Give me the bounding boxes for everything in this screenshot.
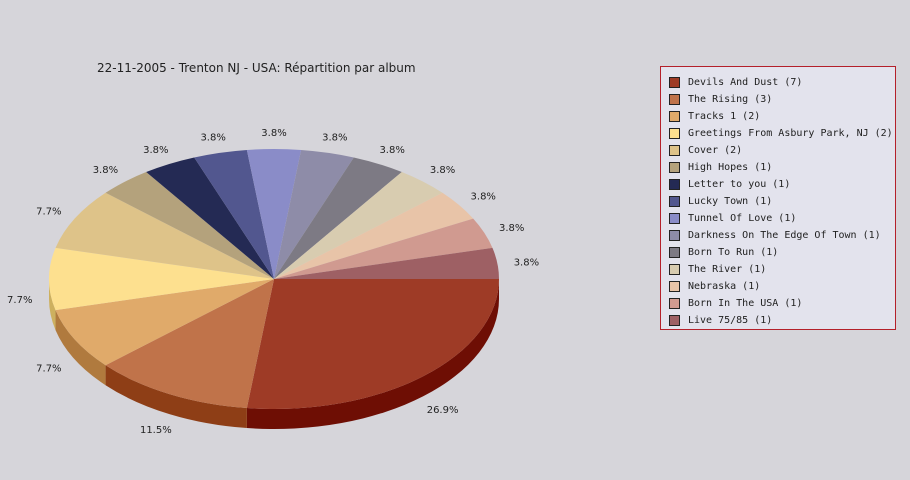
- legend-label: Cover (2): [688, 145, 743, 156]
- legend-item: Darkness On The Edge Of Town (1): [669, 227, 895, 244]
- pie-side-1: [105, 365, 247, 429]
- pie-label-5: 3.8%: [93, 165, 118, 176]
- pie-label-10: 3.8%: [379, 145, 404, 156]
- legend-swatch: [669, 230, 680, 241]
- legend-swatch: [669, 281, 680, 292]
- legend-item: Born To Run (1): [669, 244, 895, 261]
- pie-slice-9: [274, 149, 354, 279]
- legend-swatch: [669, 94, 680, 105]
- legend-item: Tunnel Of Love (1): [669, 210, 895, 227]
- legend-swatch: [669, 179, 680, 190]
- pie-tops: [49, 149, 499, 409]
- legend-swatch: [669, 298, 680, 309]
- legend-label: Devils And Dust (7): [688, 77, 803, 88]
- pie-slice-11: [274, 172, 443, 279]
- legend-label: The Rising (3): [688, 94, 773, 105]
- legend: Devils And Dust (7) The Rising (3) Tracks …: [660, 66, 896, 330]
- pie-slice-13: [274, 218, 493, 279]
- legend-item: Nebraska (1): [669, 278, 895, 295]
- pie-label-6: 3.8%: [143, 145, 168, 156]
- pie-slice-12: [274, 192, 474, 279]
- pie-label-7: 3.8%: [200, 132, 225, 143]
- legend-item: Live 75/85 (1): [669, 312, 895, 329]
- pie-label-4: 7.7%: [36, 207, 61, 218]
- legend-label: Lucky Town (1): [688, 196, 773, 207]
- pie-slice-2: [55, 279, 275, 366]
- legend-label: Tracks 1 (2): [688, 111, 761, 122]
- legend-swatch: [669, 247, 680, 258]
- pie-labels: 26.9% 11.5% 7.7% 7.7% 7.7% 3.8% 3.8% 3.8% 3.8% 3.…: [7, 128, 539, 436]
- pie-slice-8: [246, 149, 302, 279]
- legend-label: Greetings From Asbury Park, NJ (2): [688, 128, 893, 139]
- legend-label: Born To Run (1): [688, 247, 779, 258]
- legend-label: Born In The USA (1): [688, 298, 803, 309]
- pie-slice-4: [55, 192, 275, 279]
- legend-label: The River (1): [688, 264, 767, 275]
- pie-label-13: 3.8%: [499, 223, 524, 234]
- legend-item: Tracks 1 (2): [669, 108, 895, 125]
- pie-label-11: 3.8%: [430, 165, 455, 176]
- legend-swatch: [669, 264, 680, 275]
- pie-slice-5: [105, 172, 274, 279]
- legend-swatch: [669, 315, 680, 326]
- pie-slice-1: [105, 279, 274, 409]
- pie-sides: [49, 279, 499, 429]
- legend-label: Nebraska (1): [688, 281, 761, 292]
- legend-swatch: [669, 145, 680, 156]
- legend-label: Tunnel Of Love (1): [688, 213, 797, 224]
- pie-side-2: [55, 310, 106, 386]
- pie-label-12: 3.8%: [471, 192, 496, 203]
- legend-swatch: [669, 111, 680, 122]
- pie-label-3: 7.7%: [7, 295, 32, 306]
- pie-slice-6: [146, 157, 274, 279]
- legend-item: Cover (2): [669, 142, 895, 159]
- legend-item: Greetings From Asbury Park, NJ (2): [669, 125, 895, 142]
- legend-item: Born In The USA (1): [669, 295, 895, 312]
- legend-swatch: [669, 162, 680, 173]
- pie-label-9: 3.8%: [322, 132, 347, 143]
- legend-swatch: [669, 196, 680, 207]
- legend-label: Letter to you (1): [688, 179, 791, 190]
- legend-item: The River (1): [669, 261, 895, 278]
- pie-slice-14: [274, 247, 499, 279]
- legend-swatch: [669, 77, 680, 88]
- pie-slice-3: [49, 247, 274, 311]
- legend-label: High Hopes (1): [688, 162, 773, 173]
- pie-label-1: 11.5%: [140, 425, 172, 436]
- legend-swatch: [669, 128, 680, 139]
- pie-slice-0: [246, 279, 499, 409]
- legend-item: High Hopes (1): [669, 159, 895, 176]
- pie-label-8: 3.8%: [261, 128, 286, 139]
- pie-label-2: 7.7%: [36, 363, 61, 374]
- pie-slice-7: [194, 149, 274, 279]
- legend-swatch: [669, 213, 680, 224]
- legend-item: Lucky Town (1): [669, 193, 895, 210]
- legend-item: Letter to you (1): [669, 176, 895, 193]
- pie-side-3: [49, 279, 56, 331]
- legend-item: Devils And Dust (7): [669, 74, 895, 91]
- legend-label: Darkness On The Edge Of Town (1): [688, 230, 881, 241]
- pie-side-0: [246, 279, 499, 429]
- legend-item: The Rising (3): [669, 91, 895, 108]
- pie-label-14: 3.8%: [514, 257, 539, 268]
- pie-label-0: 26.9%: [427, 405, 459, 416]
- pie-slice-10: [274, 157, 402, 279]
- chart-title: 22-11-2005 - Trenton NJ - USA: Répartiti…: [97, 61, 416, 75]
- legend-label: Live 75/85 (1): [688, 315, 773, 326]
